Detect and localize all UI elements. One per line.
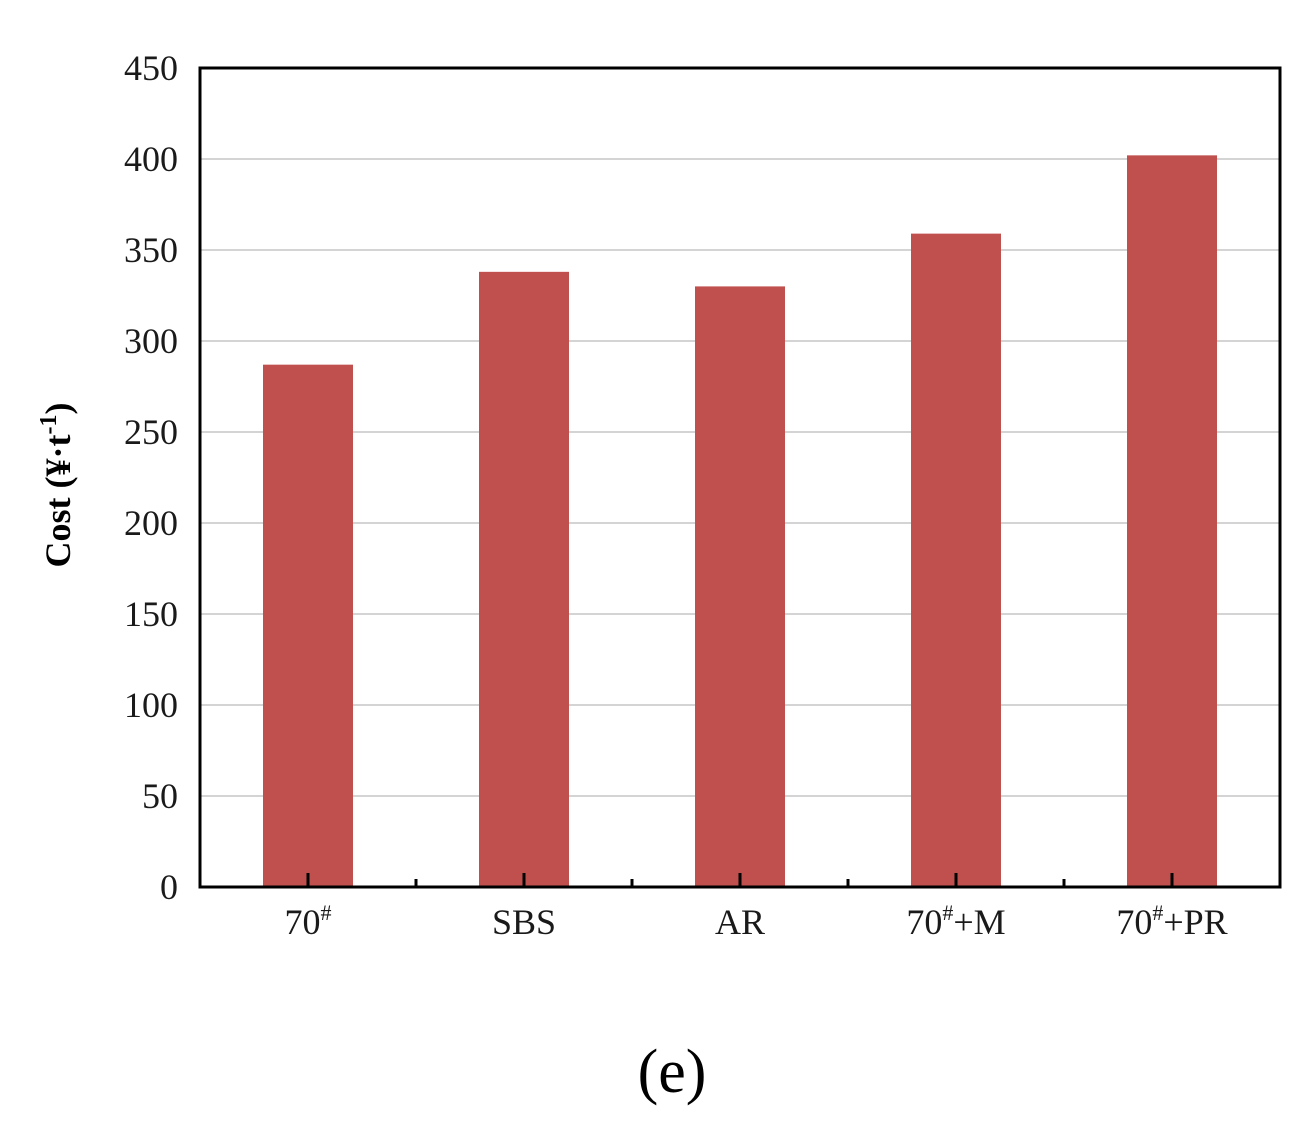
x-tick-label-4: 70#+PR [1116, 900, 1227, 942]
bar-1 [479, 271, 569, 888]
bar-4 [1127, 155, 1217, 888]
y-tick-label-150: 150 [124, 594, 178, 634]
bar-2 [695, 286, 785, 887]
bar-0 [263, 364, 353, 887]
panel-label: (e) [638, 1038, 707, 1106]
y-tick-label-450: 450 [124, 48, 178, 88]
x-tick-label-2: AR [715, 902, 765, 942]
y-tick-label-400: 400 [124, 139, 178, 179]
axes [198, 66, 1282, 889]
y-tick-label-250: 250 [124, 412, 178, 452]
x-tick-label-1: SBS [492, 902, 556, 942]
y-axis-label: Cost (¥·t-1) [36, 403, 78, 568]
y-tick-label-100: 100 [124, 685, 178, 725]
y-tick-label-50: 50 [142, 776, 178, 816]
y-tick-label-200: 200 [124, 503, 178, 543]
y-tick-label-350: 350 [124, 230, 178, 270]
x-tick-label-0: 70# [285, 900, 332, 942]
bars [263, 155, 1217, 888]
x-tick-labels: 70# SBS AR 70#+M 70#+PR [285, 900, 1228, 942]
x-tick-label-3: 70#+M [906, 900, 1005, 942]
bar-3 [911, 233, 1001, 887]
y-tick-label-300: 300 [124, 321, 178, 361]
y-tick-labels: 0 50 100 150 200 250 300 350 400 450 [124, 48, 178, 907]
y-tick-label-0: 0 [160, 867, 178, 907]
